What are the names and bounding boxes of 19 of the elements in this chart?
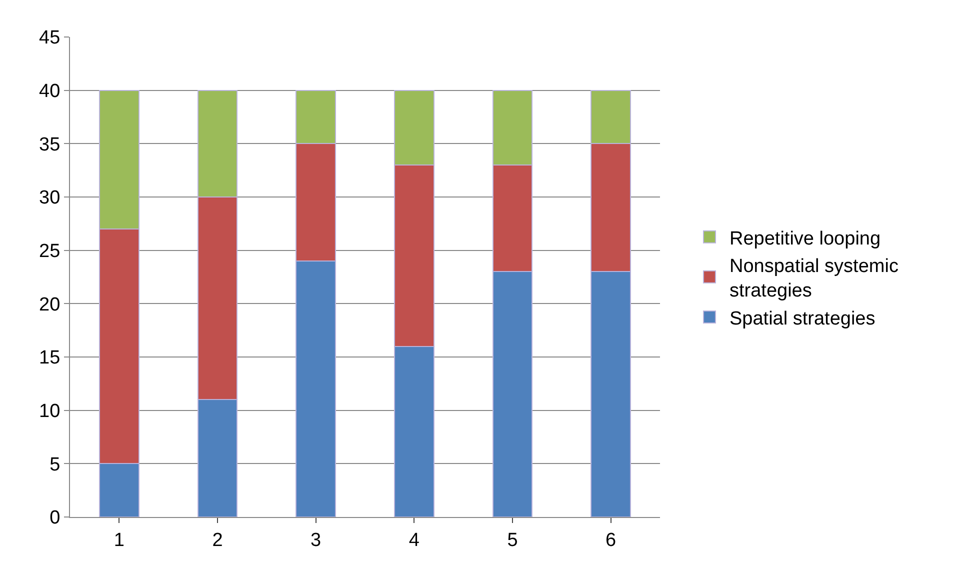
x-tick-label: 3 [310, 530, 322, 551]
y-tick-label: 10 [39, 400, 60, 422]
x-tick-label: 6 [606, 530, 616, 551]
y-tick-label: 30 [39, 188, 60, 209]
x-tick-label: 4 [408, 530, 420, 551]
x-tick-label: 2 [212, 530, 223, 551]
y-tick-label: 35 [39, 134, 60, 156]
x-tick-label: 5 [507, 530, 518, 551]
y-tick-label: 20 [39, 294, 60, 316]
legend-label: Nonspatial systemic strategies [730, 256, 898, 302]
legend-label: Repetitive looping [730, 228, 881, 250]
y-tick-label: 0 [50, 508, 60, 529]
y-tick-label: 5 [50, 454, 60, 476]
x-tick-label: 1 [114, 530, 124, 551]
y-tick-label: 25 [39, 240, 60, 262]
legend-label: Spatial strategies [730, 308, 876, 330]
y-tick-label: 15 [39, 348, 60, 369]
y-tick-label: 40 [39, 80, 60, 102]
y-tick-label: 45 [39, 28, 60, 49]
